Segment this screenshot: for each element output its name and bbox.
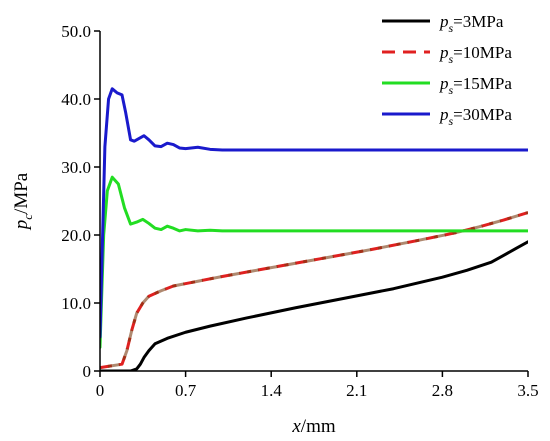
x-tick-label: 3.5 (517, 381, 538, 400)
series-line-ps=15MPa (100, 175, 528, 349)
legend-item-ps=10MPa: ps=10MPa (382, 43, 512, 66)
x-tick-label: 1.4 (261, 381, 283, 400)
y-axis-title: pc/MPa (11, 172, 35, 231)
series-line-overlay-ps=10MPa (100, 211, 528, 370)
x-tick-label: 2.1 (346, 381, 367, 400)
legend-item-ps=15MPa: ps=15MPa (382, 74, 512, 97)
y-tick-label: 20.0 (61, 226, 91, 245)
series-layer (100, 87, 528, 371)
legend-item-ps=3MPa: ps=3MPa (382, 12, 504, 35)
legend: ps=3MPa ps=10MPa ps=15MPa ps=30MPa (382, 12, 512, 128)
x-tick-label: 0.7 (175, 381, 197, 400)
series-line-ps=3MPa (100, 240, 528, 371)
series-ps=10MPa (100, 211, 528, 370)
axes: 0 10.0 20.0 30.0 40.0 50.0 0 0.7 1.4 2.1 2.8 3.5 x/m… (11, 22, 539, 437)
series-line-ps=30MPa (100, 87, 528, 339)
legend-label: ps=3MPa (439, 12, 504, 35)
legend-item-ps=30MPa: ps=30MPa (382, 105, 512, 128)
series-ps=30MPa (100, 87, 528, 339)
y-tick-label: 0 (83, 362, 92, 381)
x-axis-title: x/mm (291, 416, 335, 437)
y-tick-label: 30.0 (61, 158, 91, 177)
series-ps=3MPa (100, 240, 528, 371)
legend-label: ps=10MPa (439, 43, 512, 66)
x-tick-label: 0 (96, 381, 105, 400)
x-tick-label: 2.8 (432, 381, 453, 400)
y-tick-label: 50.0 (61, 22, 91, 41)
series-ps=15MPa (100, 175, 528, 349)
y-tick-label: 40.0 (61, 90, 91, 109)
legend-label: ps=15MPa (439, 74, 512, 97)
y-tick-label: 10.0 (61, 294, 91, 313)
legend-label: ps=30MPa (439, 105, 512, 128)
